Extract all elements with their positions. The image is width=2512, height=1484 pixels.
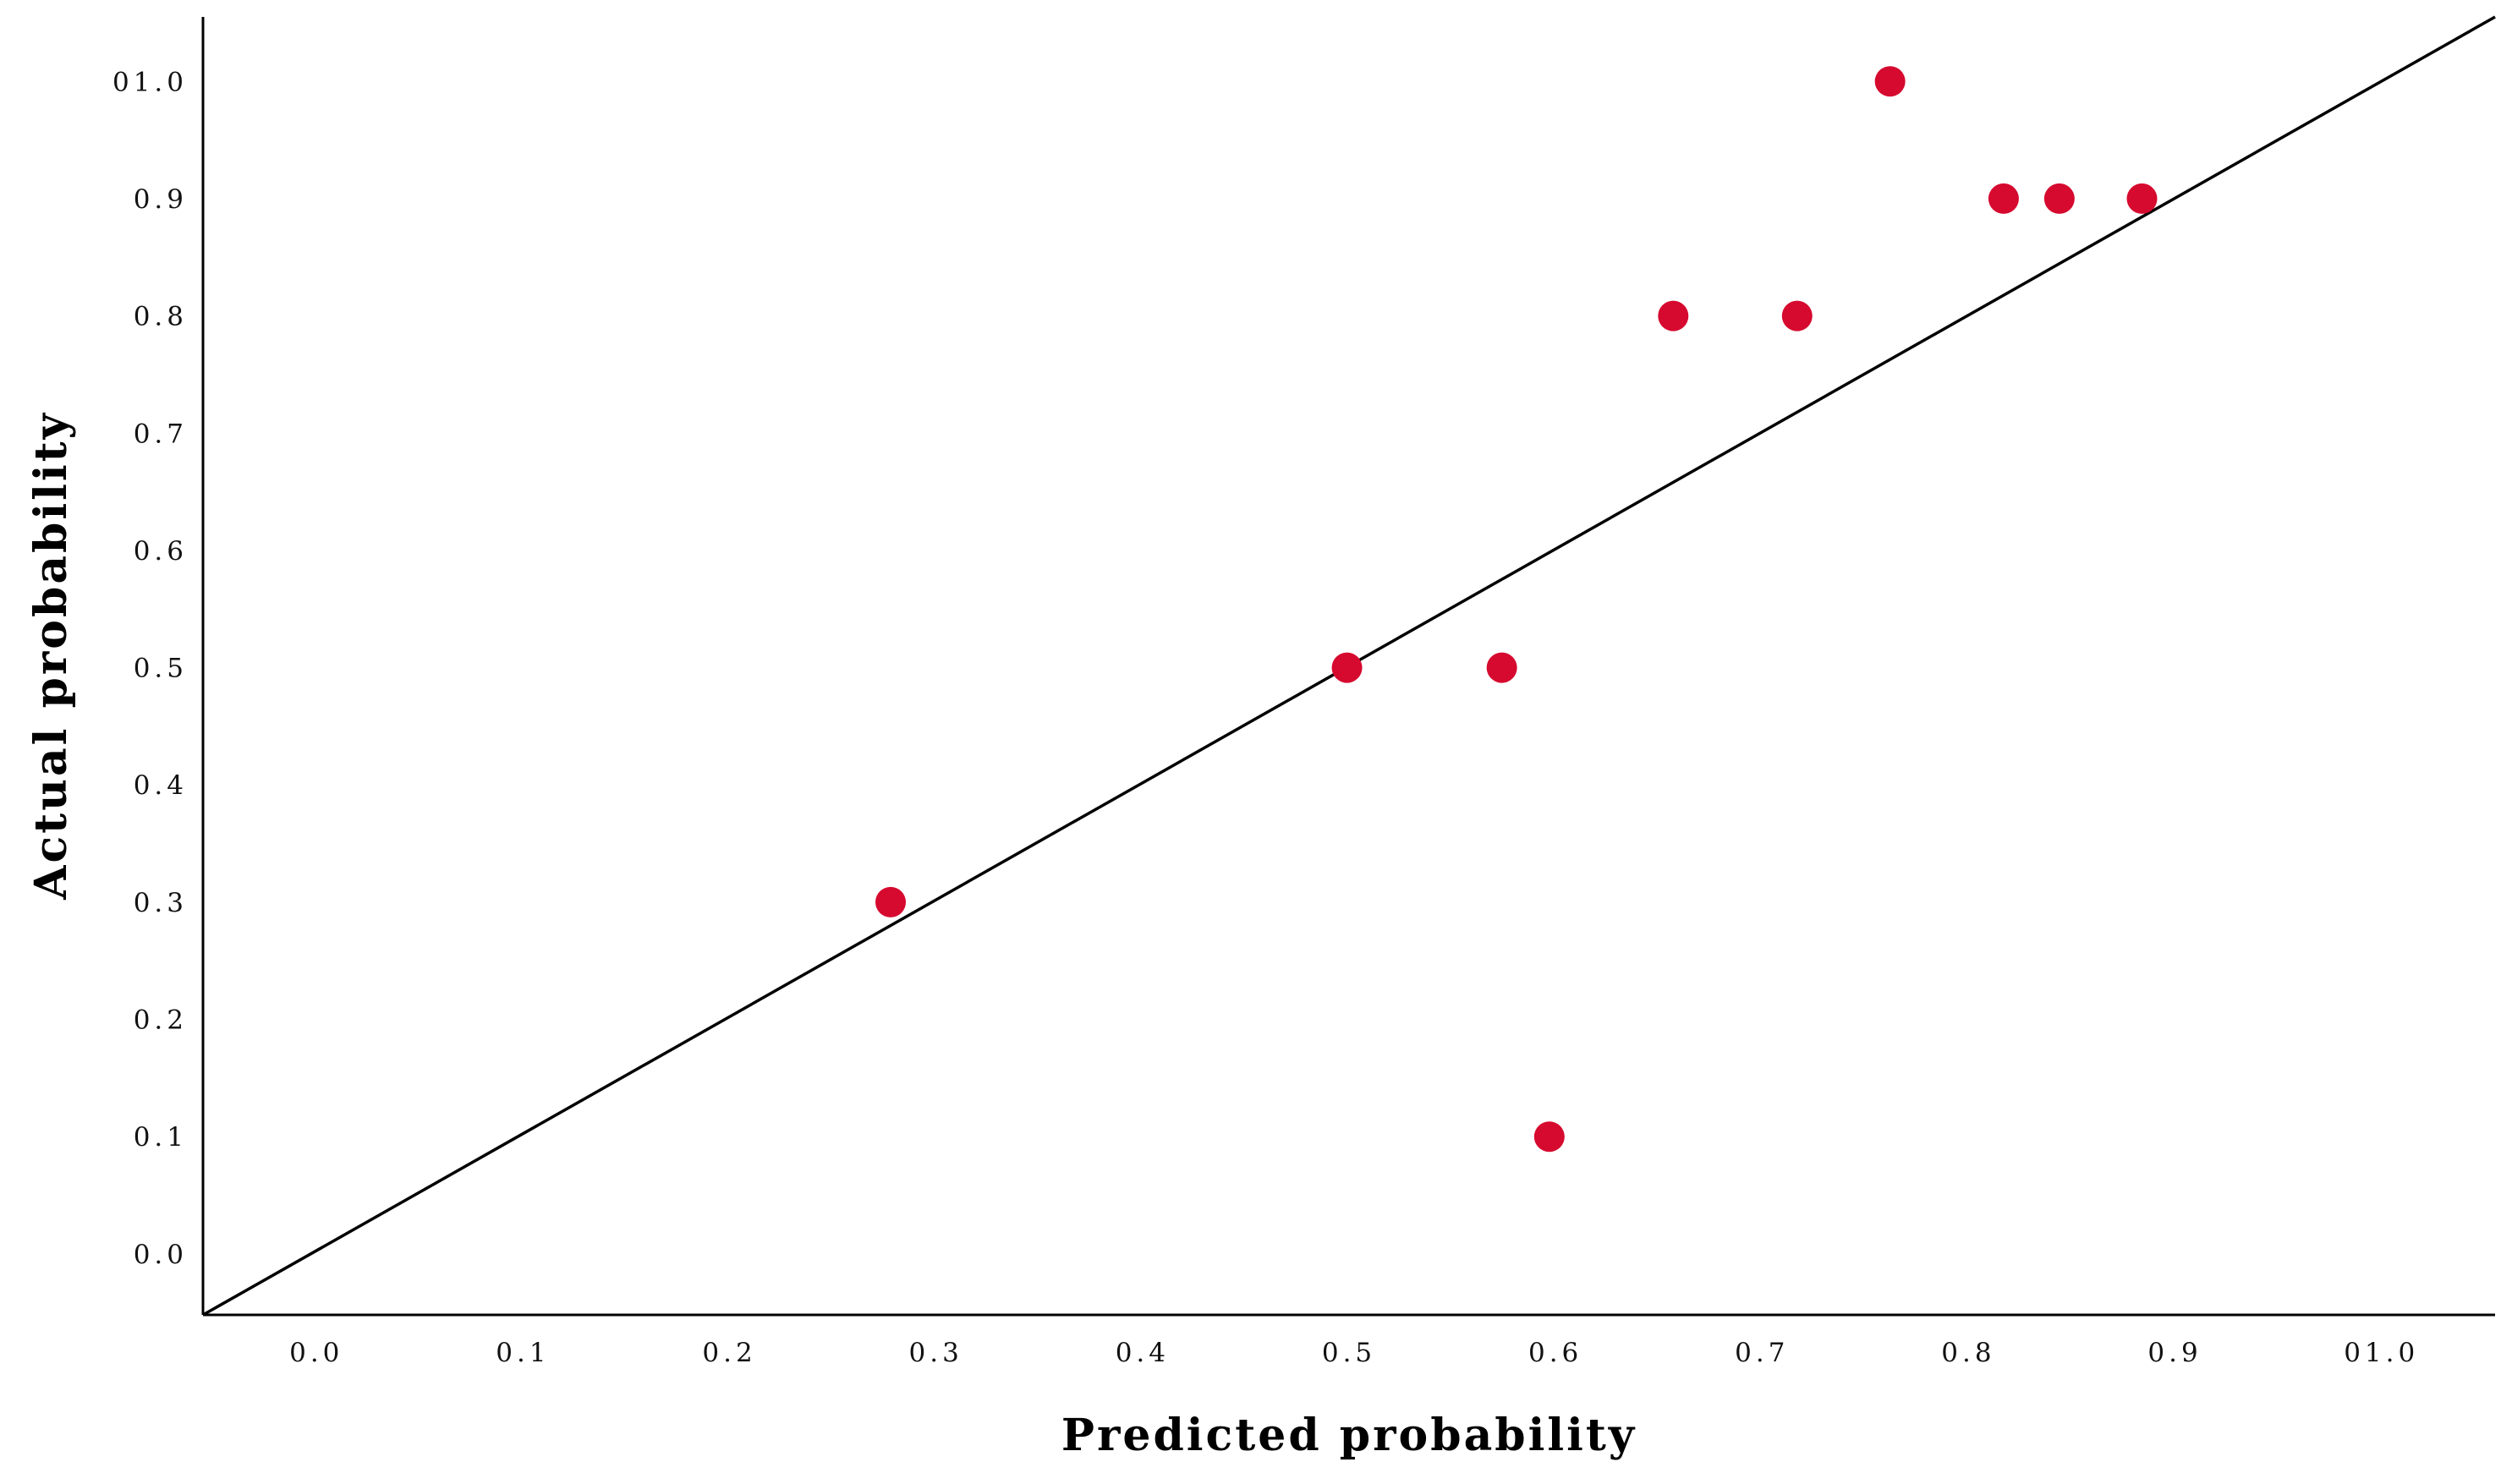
y-tick-label: 0.6 [134, 536, 188, 567]
x-tick-label: 0.1 [496, 1338, 550, 1368]
x-axis-title: Predicted probability [1061, 1410, 1637, 1461]
y-tick-label: 0.7 [134, 419, 188, 449]
y-tick-label: 0.0 [134, 1240, 188, 1270]
x-tick-label: 0.3 [909, 1338, 963, 1368]
data-point [1658, 300, 1689, 331]
x-tick-label: 0.9 [2147, 1338, 2202, 1368]
data-point [1486, 652, 1517, 683]
x-tick-label: 0.5 [1322, 1338, 1376, 1368]
y-tick-label: 01.0 [112, 67, 188, 97]
x-tick-label: 0.0 [289, 1338, 343, 1368]
x-tick-label: 0.6 [1528, 1338, 1582, 1368]
x-tick-label: 0.4 [1116, 1338, 1170, 1368]
data-point [1988, 183, 2019, 214]
y-tick-label: 0.3 [134, 888, 188, 918]
data-point [1533, 1121, 1565, 1153]
data-point [1331, 652, 1363, 683]
y-tick-label: 0.9 [134, 184, 188, 215]
x-tick-label: 0.7 [1735, 1338, 1789, 1368]
data-point [1781, 300, 1813, 331]
x-tick-label: 0.2 [702, 1338, 756, 1368]
data-points [875, 66, 2158, 1153]
y-tick-label: 0.4 [134, 770, 188, 801]
data-point [2126, 183, 2158, 214]
y-tick-label: 0.1 [134, 1122, 188, 1153]
axes [201, 17, 2495, 1317]
y-axis-title: Actual probability [25, 411, 77, 901]
x-tick-labels: 0.0 0.1 0.2 0.3 0.4 0.5 0.6 0.7 0.8 0.9 01.0 [289, 1338, 2419, 1368]
x-tick-label: 01.0 [2344, 1338, 2419, 1368]
y-tick-labels: 0.0 0.1 0.2 0.3 0.4 0.5 0.6 0.7 0.8 0.9 01.0 [112, 67, 188, 1270]
y-tick-label: 0.5 [134, 654, 188, 684]
data-point [2043, 183, 2075, 214]
y-tick-label: 0.8 [134, 302, 188, 332]
y-tick-label: 0.2 [134, 1005, 188, 1036]
x-tick-label: 0.8 [1941, 1338, 1995, 1368]
data-point [1874, 66, 1906, 97]
data-point [875, 886, 906, 917]
